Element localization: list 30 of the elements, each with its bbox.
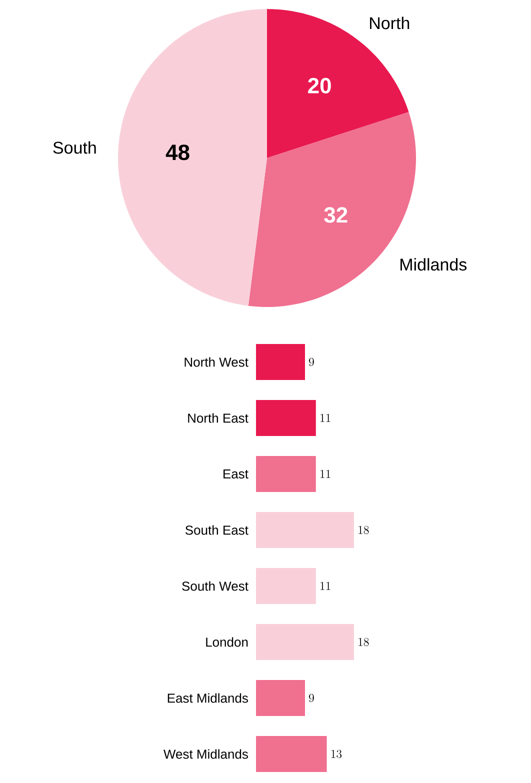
y-tick-label: North East: [188, 413, 248, 423]
y-tick-label: North West: [184, 357, 248, 367]
data-label: 18: [358, 638, 369, 646]
bar: [256, 736, 327, 772]
data-label: 32: [324, 207, 348, 223]
y-tick-label: South East: [185, 525, 248, 535]
y-tick-label: East: [224, 469, 248, 479]
bar: [256, 512, 354, 548]
bar: [256, 624, 354, 660]
data-label: 9: [309, 358, 314, 366]
data-label: 11: [320, 582, 330, 590]
y-tick-label: South West: [182, 581, 248, 591]
y-tick-label: East Midlands: [168, 693, 248, 703]
slice-label: South: [53, 141, 96, 154]
data-label: 11: [320, 470, 330, 478]
bar: [256, 568, 316, 604]
bar: [256, 344, 305, 380]
data-label: 11: [320, 414, 330, 422]
data-label: 9: [309, 694, 314, 702]
y-tick-label: London: [206, 637, 248, 647]
y-tick-label: West Midlands: [164, 749, 248, 759]
bar: [256, 680, 305, 716]
slice-label: Midlands: [400, 258, 467, 271]
bar: [256, 456, 316, 492]
data-label: 18: [358, 526, 369, 534]
bar: [256, 400, 316, 436]
data-label: 48: [166, 144, 190, 160]
slice-label: North: [370, 16, 410, 30]
data-label: 20: [308, 78, 331, 94]
data-label: 13: [331, 750, 342, 758]
